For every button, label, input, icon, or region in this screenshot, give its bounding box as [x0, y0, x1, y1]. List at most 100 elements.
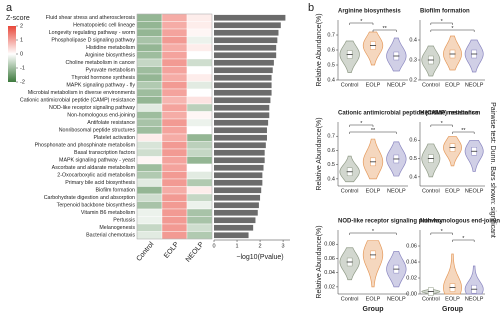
heat-cell: [161, 73, 188, 82]
significance-bracket: [430, 124, 453, 127]
heat-cell: [136, 88, 163, 97]
bar: [214, 157, 265, 164]
heat-cell: [161, 208, 188, 217]
significance-label: *: [441, 229, 444, 235]
bar: [214, 14, 286, 21]
bar: [214, 112, 270, 119]
bar: [214, 149, 265, 156]
bar: [214, 224, 254, 231]
bar: [214, 22, 281, 29]
heat-cell: [161, 66, 188, 75]
bar: [214, 104, 270, 111]
bar: [214, 232, 249, 239]
pathway-label: Pertussis: [113, 218, 135, 224]
pathway-label: Melanogenesis: [99, 225, 135, 231]
heat-cell: [136, 141, 163, 150]
significance-label: *: [360, 121, 363, 127]
bar: [214, 194, 261, 201]
x-tick-label: EOLP: [366, 82, 381, 88]
heat-cell: [161, 58, 188, 67]
bar: [214, 67, 273, 74]
heat-cell: [186, 28, 213, 37]
heat-cell: [136, 66, 163, 75]
y-tick-label: 0.4: [409, 174, 417, 180]
heat-cell: [136, 126, 163, 135]
pathway-label: Carbohydrate digestion and absorption: [44, 195, 135, 201]
bar: [214, 172, 263, 179]
heat-cell: [186, 216, 213, 225]
plot-title: Histidine metabolism: [420, 111, 480, 117]
heat-cell: [136, 171, 163, 180]
heat-cell: [136, 58, 163, 67]
heat-cell: [161, 156, 188, 165]
y-tick-label: 0.5: [327, 162, 335, 168]
heat-cell: [186, 21, 213, 30]
y-axis-label: Relative Abundance(%): [316, 117, 323, 190]
heat-cell: [136, 111, 163, 120]
heat-cell: [161, 21, 188, 30]
x-tick-label: 1: [235, 243, 238, 249]
significance-label: *: [462, 236, 465, 242]
heat-cell: [186, 51, 213, 60]
y-tick-label: 0.04: [324, 270, 335, 276]
heat-cell: [186, 186, 213, 195]
y-tick-label: 0.7: [327, 134, 335, 140]
y-tick-label: 0.02: [406, 275, 417, 281]
heat-cell: [186, 208, 213, 217]
violin: [464, 265, 484, 295]
colorbar-tick-label: 2: [20, 23, 23, 29]
heat-cell: [186, 73, 213, 82]
x-tick-label: NEOLP: [465, 188, 484, 194]
note: Pairwise test: Dunn. Bars shown: signifi…: [489, 102, 496, 238]
heat-cell: [136, 96, 163, 105]
bar: [214, 202, 259, 209]
x-tick-label: NEOLP: [465, 296, 484, 302]
heat-cell: [161, 163, 188, 172]
heat-cell: [161, 201, 188, 210]
pathway-label: Phospholipase D signaling pathway: [51, 38, 135, 44]
pathway-label: 2-Oxocarboxylic acid metabolism: [57, 173, 135, 179]
heat-cell: [136, 156, 163, 165]
heat-cell: [161, 186, 188, 195]
plot-title: NOD-like receptor signaling pathway: [338, 219, 443, 225]
column-label: EOLP: [163, 241, 181, 260]
x-tick-label: NEOLP: [465, 82, 484, 88]
heat-cell: [186, 103, 213, 112]
heat-cell: [186, 13, 213, 22]
x-tick-label: EOLP: [445, 188, 460, 194]
x-tick-label: Control: [422, 188, 440, 194]
heat-cell: [186, 148, 213, 157]
heat-cell: [186, 231, 213, 240]
bar: [214, 29, 279, 36]
y-tick-label: 0.02: [324, 284, 335, 290]
colorbar-title: Z-score: [6, 15, 30, 22]
pathway-label: Antifolate resistance: [87, 120, 135, 126]
pathway-label: Hematopoietic cell lineage: [73, 23, 135, 29]
y-axis-label: Relative Abundance(%): [316, 13, 323, 86]
colorbar-tick-label: 1: [20, 37, 23, 43]
y-tick-label: 0.00: [406, 291, 417, 297]
pathway-label: Biofilm formation: [96, 188, 135, 194]
x-tick-label: NEOLP: [387, 188, 406, 194]
heat-cell: [161, 96, 188, 105]
significance-bracket: [430, 22, 453, 25]
column-label: Control: [136, 241, 156, 263]
x-tick-label: 2: [259, 243, 262, 249]
heat-cell: [186, 96, 213, 105]
bar: [214, 97, 271, 104]
significance-label: *: [451, 26, 454, 32]
heat-cell: [161, 51, 188, 60]
heat-cell: [136, 163, 163, 172]
y-tick-label: 0.3: [409, 57, 417, 63]
bar: [214, 179, 263, 186]
heat-cell: [161, 171, 188, 180]
pathway-label: Platelet activation: [93, 135, 135, 141]
heat-cell: [161, 103, 188, 112]
heat-cell: [161, 126, 188, 135]
x-axis-label: −log10(Pvalue): [236, 254, 283, 261]
y-tick-label: 0.6: [327, 148, 335, 154]
x-tick-label: 0: [212, 243, 215, 249]
significance-bracket: [430, 29, 475, 32]
heat-cell: [161, 111, 188, 120]
heat-cell: [186, 126, 213, 135]
